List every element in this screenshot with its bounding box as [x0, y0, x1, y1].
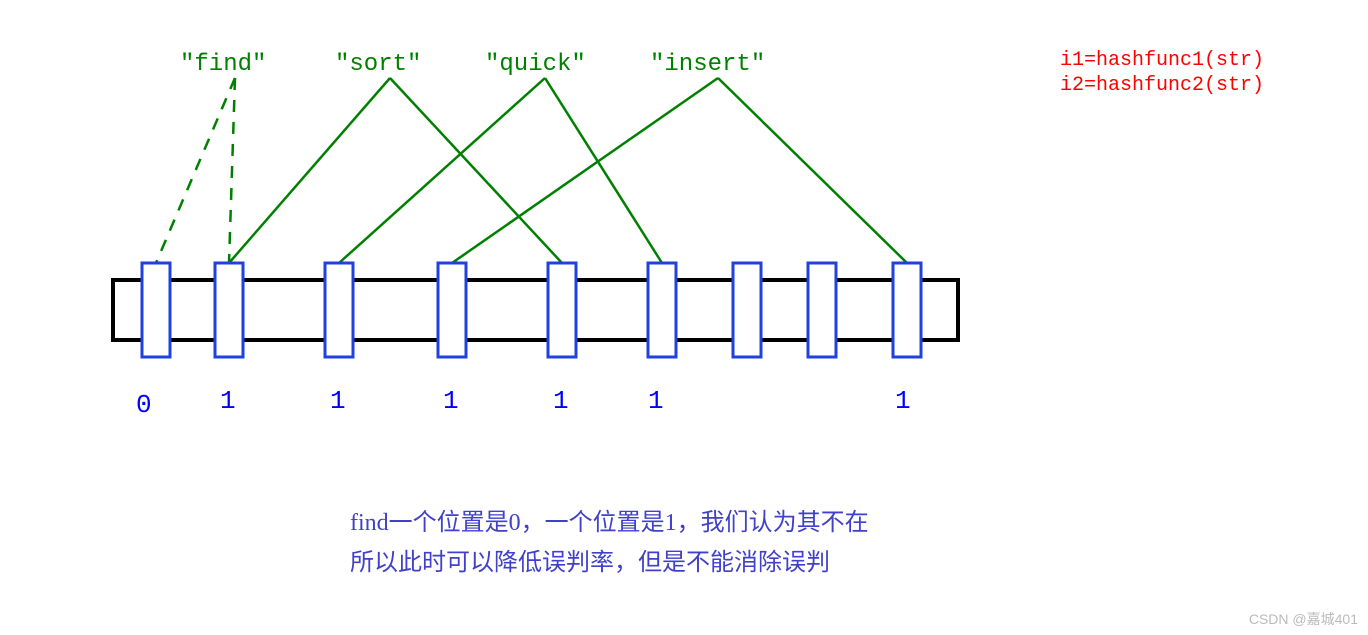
- hash-label-0: i1=hashfunc1(str): [1060, 49, 1264, 72]
- connector-line-0: [156, 78, 235, 263]
- note-line-0: find一个位置是0，一个位置是1，我们认为其不在: [350, 509, 869, 536]
- bit-cell-5: [648, 263, 676, 357]
- hash-label-1: i2=hashfunc2(str): [1060, 74, 1264, 97]
- connector-line-5: [545, 78, 662, 263]
- connector-line-6: [452, 78, 718, 263]
- connector-line-7: [718, 78, 907, 263]
- connector-line-4: [339, 78, 545, 263]
- bit-label-0: 0: [136, 390, 152, 420]
- bit-cell-8: [893, 263, 921, 357]
- diagram-svg: "find" "sort" "quick" "insert" i1=hashfunc1(…: [0, 0, 1368, 635]
- bit-label-2: 1: [330, 386, 346, 416]
- note-line-1: 所以此时可以降低误判率，但是不能消除误判: [350, 549, 830, 576]
- bit-cell-6: [733, 263, 761, 357]
- watermark-text: CSDN @嘉城401: [1249, 611, 1358, 627]
- word-label-2: "quick": [485, 51, 586, 78]
- word-label-3: "insert": [650, 51, 765, 78]
- bit-cell-3: [438, 263, 466, 357]
- bit-cell-2: [325, 263, 353, 357]
- connector-line-3: [390, 78, 562, 263]
- bit-cell-1: [215, 263, 243, 357]
- bit-label-8: 1: [895, 386, 911, 416]
- connector-line-1: [229, 78, 235, 263]
- bit-label-4: 1: [553, 386, 569, 416]
- bit-cell-0: [142, 263, 170, 357]
- bit-label-5: 1: [648, 386, 664, 416]
- word-label-0: "find": [180, 51, 266, 78]
- bit-cell-4: [548, 263, 576, 357]
- connector-line-2: [229, 78, 390, 263]
- bit-label-1: 1: [220, 386, 236, 416]
- watermark: CSDN @嘉城401: [1249, 609, 1358, 629]
- bit-cell-7: [808, 263, 836, 357]
- word-label-1: "sort": [335, 51, 421, 78]
- bit-label-3: 1: [443, 386, 459, 416]
